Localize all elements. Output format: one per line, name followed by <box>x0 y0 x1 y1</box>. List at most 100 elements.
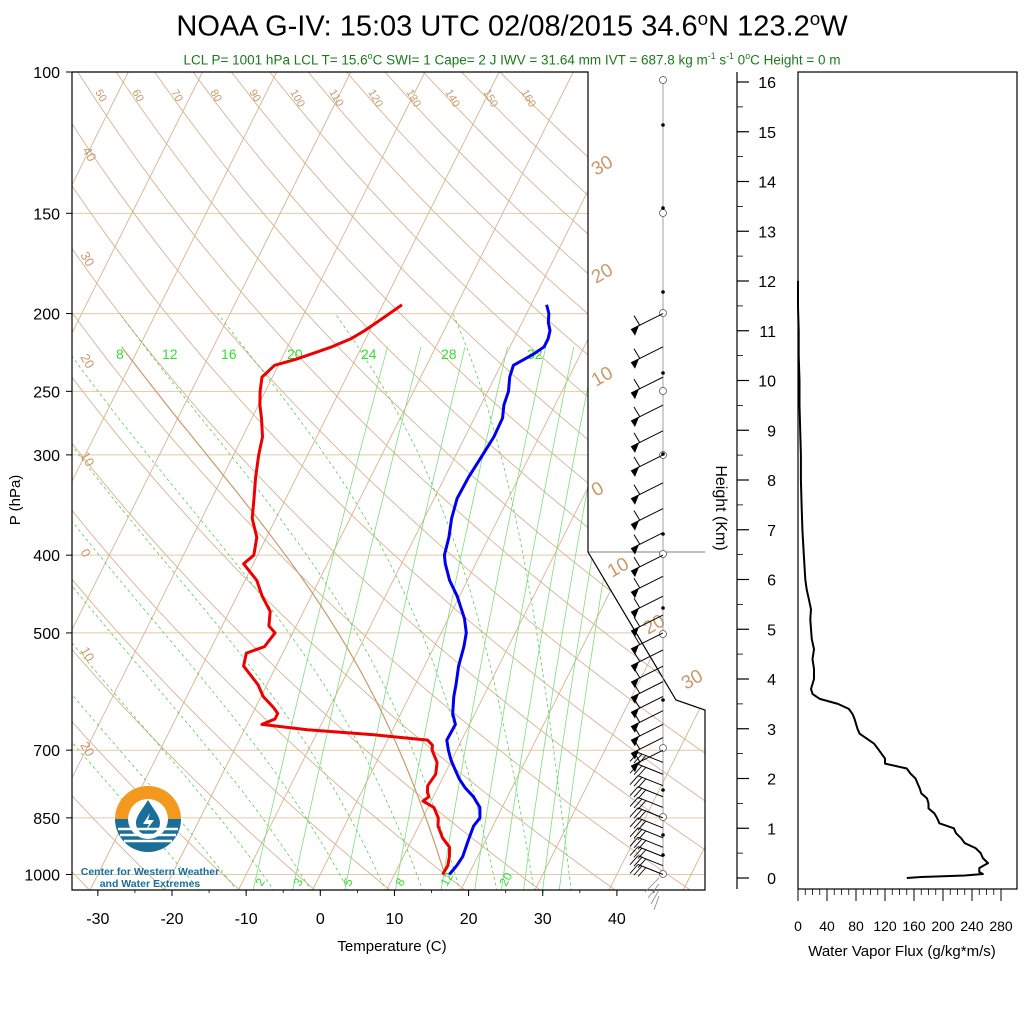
wind-barb <box>630 614 664 632</box>
wind-barb-feather <box>633 378 641 390</box>
wind-barb-feather <box>633 456 641 468</box>
wind-barb-feather <box>633 597 641 609</box>
flux-tick-label: 240 <box>960 918 984 934</box>
dry-adiabat-label: 160 <box>518 88 538 110</box>
wind-barb-flag <box>631 693 639 704</box>
temperature-tick-label: -10 <box>235 911 258 928</box>
dewpoint-profile <box>242 303 452 876</box>
mixing-ratio-line <box>252 346 388 890</box>
mixing-ratio-label: 8 <box>392 875 408 888</box>
height-tick-label: 5 <box>767 622 776 639</box>
barb-station-circle <box>659 76 667 84</box>
dry-adiabat-line <box>72 72 618 890</box>
isotherm-line <box>72 72 203 890</box>
wind-barb-feather <box>637 830 647 841</box>
wind-barb-flag <box>631 708 639 719</box>
wind-barb-feather <box>633 406 641 418</box>
dry-adiabat-label: 140 <box>442 88 462 110</box>
wind-barb <box>644 877 660 893</box>
wind-barb-feather <box>637 867 647 877</box>
wind-barb <box>630 665 664 683</box>
mixing-ratio-label: 12 <box>437 870 456 889</box>
barb-dot <box>661 206 665 210</box>
dry-adiabat-label: 70 <box>168 88 185 105</box>
isotherm-label: 40 <box>79 144 99 164</box>
flux-tick-label: 120 <box>873 918 897 934</box>
temperature-tick-label: 40 <box>608 911 626 928</box>
mixing-ratio-label: 16 <box>221 346 237 362</box>
wind-barb-feather <box>637 766 647 777</box>
wind-barb-feather <box>637 820 647 831</box>
wind-barb-feather <box>633 865 643 876</box>
wind-barb <box>650 889 660 905</box>
wind-barb-feather <box>633 828 643 839</box>
temperature-tick-label: -20 <box>160 911 183 928</box>
moist-adiabat-line <box>72 313 276 890</box>
mixing-ratio-line <box>523 346 615 890</box>
wind-barb-feather <box>633 534 641 545</box>
dry-adiabat-line <box>72 72 705 890</box>
dry-adiabat-line <box>231 72 705 890</box>
pressure-tick-label: 500 <box>33 626 60 643</box>
moist-adiabat-line <box>72 313 238 890</box>
flux-tick-label: 280 <box>989 918 1013 934</box>
wind-barb-feather <box>629 786 639 797</box>
wind-barb-flag <box>631 678 639 689</box>
barb-dot <box>661 371 665 375</box>
wind-barb <box>653 895 660 911</box>
isotherm-label: 0 <box>77 546 94 560</box>
isotherm-line <box>608 72 705 890</box>
flux-tick-label: 80 <box>848 918 864 934</box>
wind-barb-flag <box>631 762 639 773</box>
wind-barb <box>630 532 664 550</box>
wind-barb-feather <box>633 616 641 628</box>
mixing-ratio-label: 8 <box>116 346 124 362</box>
wind-barb <box>630 632 664 650</box>
temperature-tick-label: 0 <box>316 911 325 928</box>
wind-barb-feather <box>633 432 641 444</box>
mixing-ratio-line <box>440 346 547 890</box>
skewt-profiles <box>242 303 552 876</box>
isotherm-line <box>237 72 648 890</box>
dry-adiabat-label: 80 <box>207 88 224 105</box>
mixing-ratio-label: 2 <box>252 875 268 888</box>
wind-barb-flag <box>631 325 639 336</box>
height-axis-label: Height (Km) <box>712 465 729 550</box>
dry-adiabat-line <box>72 72 317 890</box>
parcel-path <box>121 346 446 875</box>
flux-axis-label: Water Vapor Flux (g/kg*m/s) <box>808 943 996 960</box>
barb-station-circle <box>659 387 667 395</box>
pressure-tick-label: 400 <box>33 548 60 565</box>
isotherm-label: 20 <box>77 739 97 759</box>
wind-barb <box>630 723 664 741</box>
wind-barb-feather <box>633 484 641 496</box>
wind-barb-flag <box>631 661 639 672</box>
pressure-tick-label: 150 <box>33 206 60 223</box>
pressure-tick-label: 100 <box>33 65 60 82</box>
dry-adiabat-line <box>72 72 693 890</box>
wind-barb-feather <box>637 810 647 821</box>
mixing-ratio-label: 24 <box>361 346 377 362</box>
dry-adiabat-line <box>72 72 167 890</box>
wind-barb-feather <box>633 510 641 521</box>
wind-barb-feather <box>633 809 643 819</box>
wind-barb-feather <box>633 578 641 589</box>
height-tick-label: 16 <box>758 75 776 92</box>
moist-adiabat-line <box>334 313 535 890</box>
barb-station-circle <box>659 209 667 217</box>
dry-adiabat-label: 100 <box>287 88 307 110</box>
height-tick-label: 3 <box>767 722 776 739</box>
barb-dot <box>661 788 665 792</box>
isotherm-label: 10 <box>604 554 633 583</box>
wind-barb-flag <box>631 736 639 747</box>
wind-barb-feather <box>629 864 639 874</box>
isotherm-label: 20 <box>588 260 617 289</box>
mixing-ratio-line <box>542 346 631 890</box>
wind-barb-flag <box>631 417 639 428</box>
wind-barb-feather <box>637 800 647 810</box>
wind-barb-feather <box>633 838 643 849</box>
pressure-tick-label: 850 <box>33 811 60 828</box>
